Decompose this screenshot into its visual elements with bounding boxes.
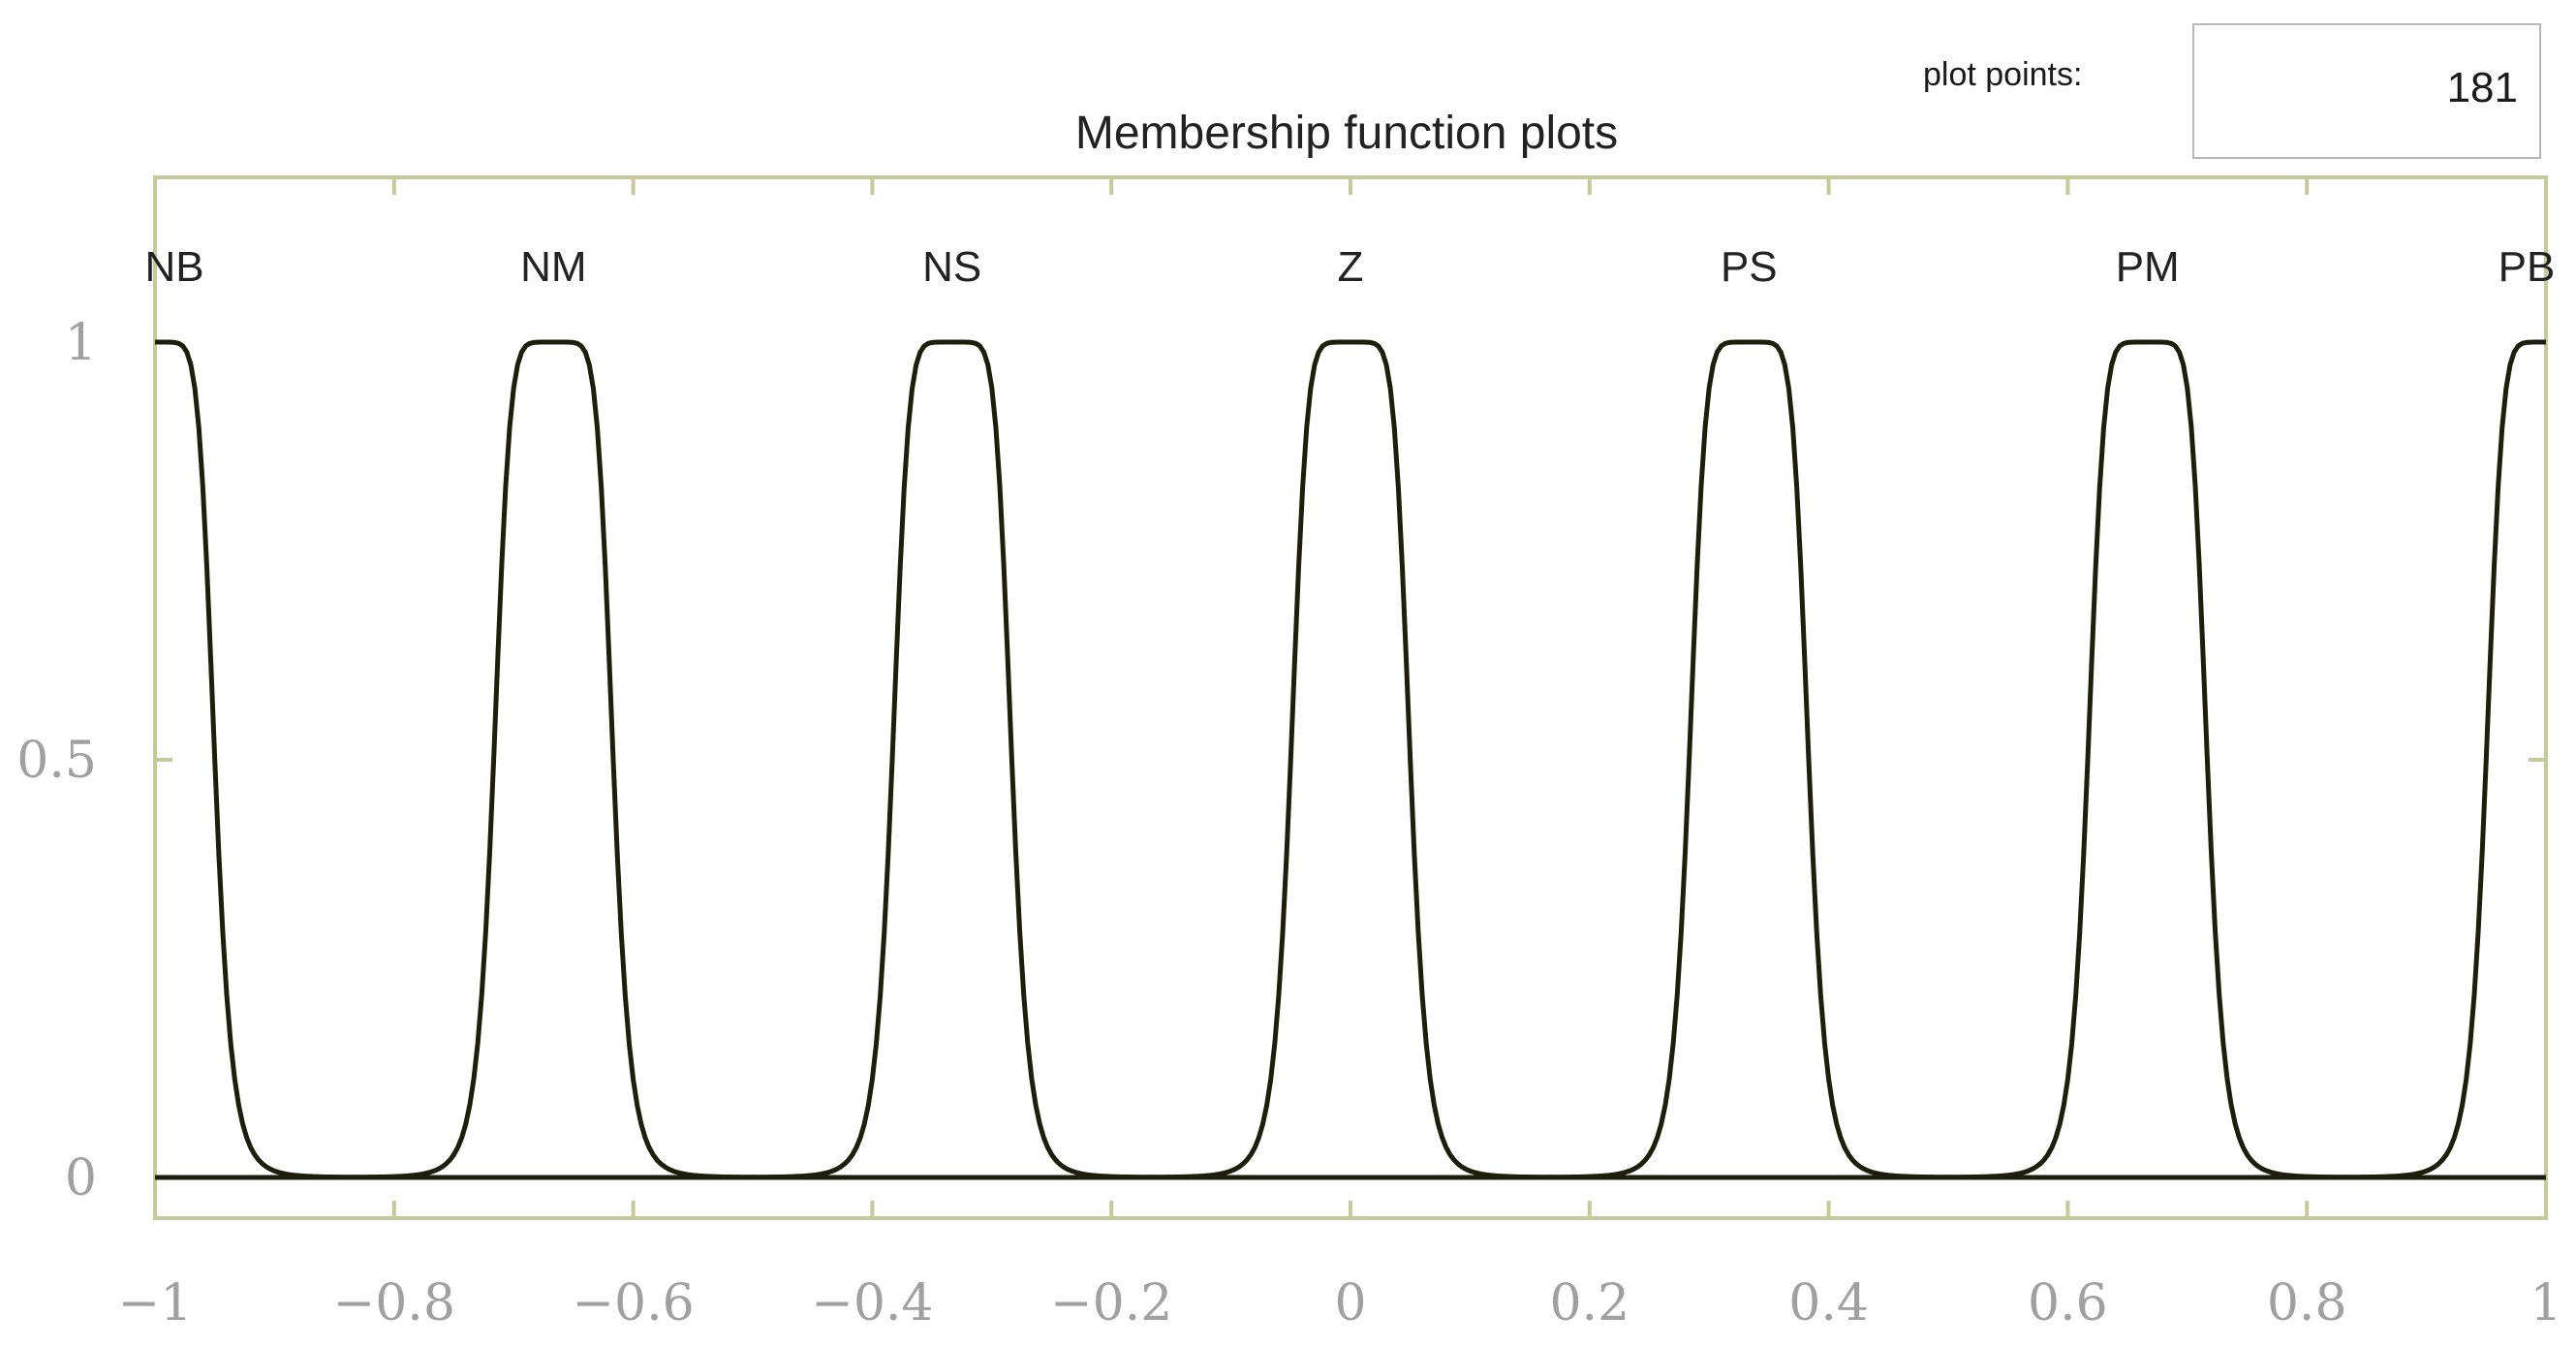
y-tick-label: 1 (65, 314, 97, 372)
x-tick-label: 1 (2529, 1274, 2561, 1332)
mf-label-pb: PB (2498, 243, 2556, 291)
x-tick-label: −0.4 (811, 1274, 933, 1332)
x-tick-label: 0 (1334, 1274, 1366, 1332)
x-tick-label: −0.2 (1050, 1274, 1172, 1332)
x-tick-label: −0.6 (572, 1274, 694, 1332)
x-tick-label: 0.4 (1788, 1274, 1869, 1332)
mf-label-nb: NB (144, 243, 203, 291)
x-tick-label: −1 (118, 1274, 193, 1332)
mf-curve-ps (155, 339, 2546, 1180)
x-tick-label: −0.8 (333, 1274, 455, 1332)
y-tick-label: 0 (65, 1149, 97, 1207)
x-tick-label: 0.2 (1549, 1274, 1629, 1332)
mf-label-ns: NS (922, 243, 981, 291)
y-tick-label: 0.5 (16, 732, 97, 790)
plot-axes: −1 −0.8 −0.6 −0.4 −0.2 0 0.2 0.4 0.6 0.8 1 0 0.5 1 (16, 175, 2562, 1332)
mf-curve-nm (155, 339, 2546, 1180)
mf-curve-pb (155, 339, 2546, 1180)
mf-label-nm: NM (520, 243, 586, 291)
mf-curve-ns (155, 339, 2546, 1180)
x-tick-label: 0.6 (2028, 1274, 2108, 1332)
mf-curve-pm (155, 339, 2546, 1180)
mf-label-z: Z (1338, 243, 1364, 291)
mf-label-ps: PS (1721, 243, 1778, 291)
mf-label-pm: PM (2116, 243, 2180, 291)
plot-points-input[interactable]: 181 (2192, 23, 2541, 159)
chart-title: Membership function plots (1075, 108, 1618, 159)
mf-curve-z (155, 339, 2546, 1180)
membership-function-labels: NB NM NS Z PS PM PB (144, 243, 2555, 291)
membership-curves (155, 339, 2546, 1180)
x-tick-label: 0.8 (2267, 1274, 2347, 1332)
mf-curve-nb (155, 339, 2546, 1180)
plot-points-label: plot points: (1923, 56, 2083, 93)
plot-frame (153, 175, 2548, 1220)
